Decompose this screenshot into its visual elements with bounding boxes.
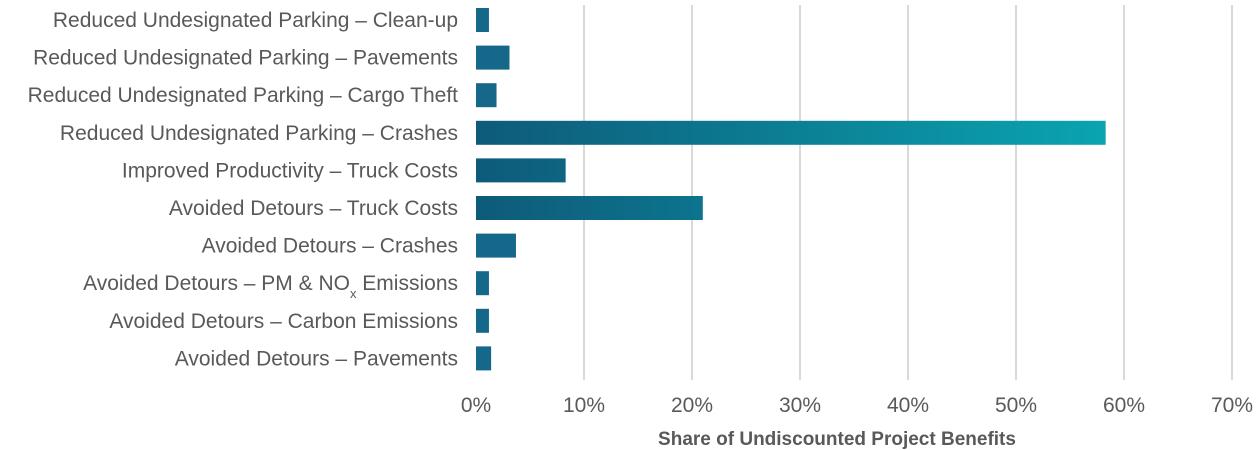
category-label: Avoided Detours – Carbon Emissions (109, 310, 458, 333)
x-tick-label: 30% (779, 394, 821, 417)
x-tick-label: 70% (1211, 394, 1253, 417)
bar (476, 196, 703, 220)
category-label: Improved Productivity – Truck Costs (122, 159, 458, 182)
x-tick-label: 60% (1103, 394, 1145, 417)
bar (476, 158, 566, 183)
bar (476, 233, 516, 258)
bar (476, 120, 1106, 145)
bar (476, 8, 489, 32)
x-tick-label: 40% (887, 394, 929, 417)
category-label: Avoided Detours – Truck Costs (169, 197, 458, 220)
bar (476, 45, 510, 70)
x-tick-label: 50% (995, 394, 1037, 417)
x-tick-labels: 0% 10% 20% 30% 40% 50% 60% 70% (461, 394, 1253, 417)
category-labels: Reduced Undesignated Parking – Clean-up R… (28, 9, 459, 370)
category-label: Avoided Detours – Pavements (175, 347, 458, 370)
bar (476, 271, 489, 296)
category-label: Reduced Undesignated Parking – Crashes (60, 122, 458, 145)
x-tick-label: 20% (671, 394, 713, 417)
x-tick-label: 0% (461, 394, 491, 417)
category-label: Avoided Detours – Crashes (202, 235, 458, 258)
bar (476, 346, 492, 371)
category-label: Reduced Undesignated Parking – Clean-up (53, 9, 458, 32)
x-tick-label: 10% (563, 394, 605, 417)
bars (476, 8, 1106, 371)
x-axis-title: Share of Undiscounted Project Benefits (658, 429, 1016, 450)
bar (476, 83, 497, 108)
gridlines (583, 5, 1233, 380)
category-label: Reduced Undesignated Parking – Cargo The… (28, 84, 459, 107)
category-label: Reduced Undesignated Parking – Pavements (33, 47, 458, 70)
category-label: Avoided Detours – PM & NOx Emissions (83, 272, 458, 301)
bar (476, 308, 489, 333)
